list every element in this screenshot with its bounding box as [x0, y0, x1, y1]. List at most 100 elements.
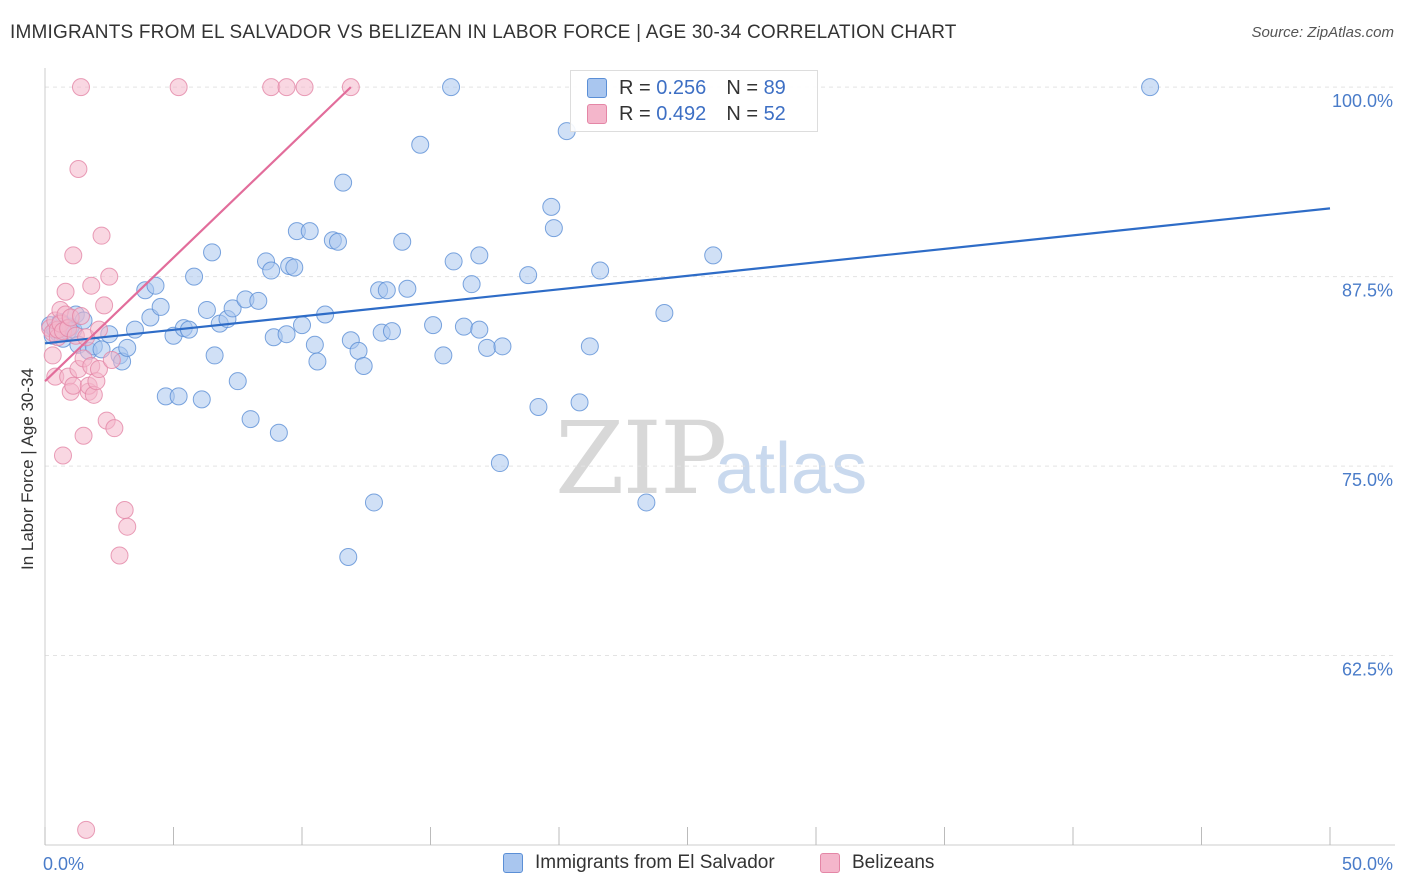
- x-tick-label: 50.0%: [1342, 854, 1393, 874]
- legend-n-value: 52: [763, 102, 786, 125]
- correlation-legend: R = 0.256 N = 89 R = 0.492 N = 52: [570, 70, 818, 132]
- data-point-belizean: [95, 296, 114, 315]
- data-point-belizean: [262, 78, 281, 97]
- data-point-el-salvador: [185, 267, 204, 286]
- data-point-el-salvador: [339, 548, 358, 567]
- data-point-el-salvador: [591, 261, 610, 280]
- data-point-el-salvador: [269, 423, 288, 442]
- data-point-belizean: [43, 346, 62, 365]
- y-tick-label: 75.0%: [1342, 470, 1393, 490]
- chart-source: Source: ZipAtlas.com: [1251, 24, 1394, 41]
- legend-r-value: 0.256: [656, 76, 707, 99]
- data-point-el-salvador: [462, 275, 481, 294]
- data-point-el-salvador: [570, 393, 589, 412]
- data-point-belizean: [105, 419, 124, 438]
- data-point-el-salvador: [411, 135, 430, 154]
- data-point-el-salvador: [169, 387, 188, 406]
- data-point-belizean: [64, 246, 83, 265]
- y-tick-label: 100.0%: [1332, 91, 1393, 111]
- data-point-el-salvador: [125, 320, 144, 339]
- data-point-el-salvador: [490, 454, 509, 473]
- data-point-el-salvador: [277, 325, 296, 344]
- legend-item-el-salvador: Immigrants from El Salvador: [503, 852, 775, 874]
- data-point-el-salvador: [354, 357, 373, 376]
- legend-item-belizeans: Belizeans: [820, 852, 934, 874]
- data-point-el-salvador: [424, 316, 443, 335]
- data-point-belizean: [118, 517, 137, 536]
- trendline-el-salvador: [44, 207, 1331, 345]
- data-point-el-salvador: [478, 338, 497, 357]
- legend-n-value: 89: [763, 76, 786, 99]
- data-point-el-salvador: [393, 232, 412, 251]
- data-point-el-salvador: [203, 243, 222, 262]
- data-point-el-salvador: [1141, 78, 1160, 97]
- data-point-el-salvador: [377, 281, 396, 300]
- legend-n-label: N =: [726, 102, 758, 125]
- data-point-el-salvador: [470, 246, 489, 265]
- data-point-el-salvador: [305, 335, 324, 354]
- data-point-el-salvador: [285, 258, 304, 277]
- data-point-el-salvador: [544, 219, 563, 238]
- legend-swatch-blue: [503, 853, 523, 873]
- x-tick-label: 0.0%: [43, 854, 84, 874]
- data-point-el-salvador: [293, 316, 311, 335]
- data-point-el-salvador: [364, 493, 383, 512]
- data-point-el-salvador: [444, 252, 463, 271]
- data-point-el-salvador: [197, 300, 216, 319]
- data-point-belizean: [53, 446, 72, 465]
- watermark-atlas: atlas: [715, 429, 868, 509]
- data-point-el-salvador: [205, 346, 224, 365]
- series-legend: Immigrants from El Salvador Belizeans: [0, 850, 1406, 880]
- legend-r-label: R =: [619, 102, 651, 125]
- data-point-el-salvador: [300, 222, 319, 241]
- data-point-belizean: [100, 267, 119, 286]
- data-point-el-salvador: [542, 197, 561, 216]
- legend-row-belizeans: R = 0.492 N = 52: [587, 101, 786, 127]
- data-point-belizean: [110, 546, 129, 565]
- data-point-el-salvador: [434, 346, 453, 365]
- data-point-el-salvador: [334, 173, 353, 192]
- data-point-el-salvador: [249, 291, 268, 310]
- legend-swatch-pink: [587, 104, 607, 124]
- legend-swatch-blue: [587, 78, 607, 98]
- data-point-belizean: [115, 501, 134, 520]
- data-point-el-salvador: [308, 352, 327, 371]
- data-point-el-salvador: [580, 337, 599, 356]
- data-point-belizean: [89, 360, 108, 379]
- legend-r-label: R =: [619, 76, 651, 99]
- legend-label-el-salvador: Immigrants from El Salvador: [535, 852, 775, 873]
- chart-title: IMMIGRANTS FROM EL SALVADOR VS BELIZEAN …: [10, 22, 957, 43]
- data-point-el-salvador: [262, 261, 281, 280]
- data-point-belizean: [92, 226, 111, 245]
- data-point-el-salvador: [529, 397, 548, 416]
- data-point-el-salvador: [470, 320, 489, 339]
- trendline-belizean: [44, 86, 352, 382]
- data-point-el-salvador: [519, 266, 538, 285]
- data-point-belizean: [102, 350, 121, 369]
- data-point-belizean: [169, 78, 188, 97]
- data-point-el-salvador: [328, 232, 347, 251]
- data-point-el-salvador: [146, 276, 165, 295]
- data-point-belizean: [277, 78, 296, 97]
- data-point-el-salvador: [118, 338, 137, 357]
- data-point-belizean: [74, 426, 93, 445]
- data-point-belizean: [71, 307, 90, 326]
- data-point-el-salvador: [398, 279, 417, 298]
- data-point-el-salvador: [349, 341, 368, 360]
- data-point-el-salvador: [151, 297, 170, 316]
- legend-r-value: 0.492: [656, 102, 707, 125]
- data-point-belizean: [77, 820, 96, 839]
- data-point-belizean: [69, 159, 88, 178]
- y-axis-label: In Labor Force | Age 30-34: [18, 368, 37, 570]
- data-point-el-salvador: [637, 493, 656, 512]
- data-point-el-salvador: [192, 390, 211, 409]
- legend-n-label: N =: [726, 76, 758, 99]
- data-point-el-salvador: [228, 372, 247, 391]
- data-point-el-salvador: [442, 78, 461, 97]
- data-point-belizean: [56, 282, 75, 301]
- data-point-belizean: [82, 276, 101, 295]
- y-tick-label: 62.5%: [1342, 660, 1393, 680]
- legend-swatch-pink: [820, 853, 840, 873]
- data-point-el-salvador: [382, 322, 401, 341]
